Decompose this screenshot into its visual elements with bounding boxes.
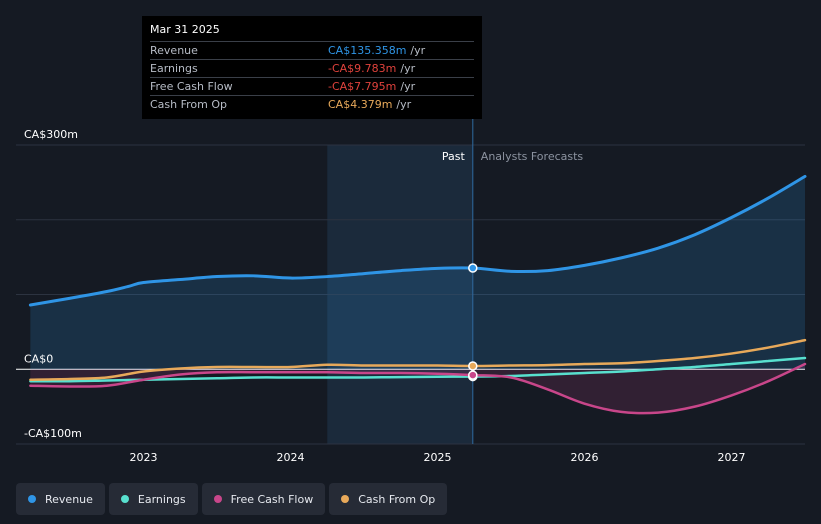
legend-dot-icon [28, 495, 36, 503]
tooltip-row-earnings: Earnings -CA$9.783m /yr [150, 59, 474, 77]
tooltip-unit: /yr [396, 98, 412, 111]
tooltip-label: Earnings [150, 62, 198, 75]
legend-item-revenue[interactable]: Revenue [16, 483, 105, 515]
y-tick-label: CA$300m [24, 128, 78, 141]
forecast-label: Analysts Forecasts [481, 150, 584, 163]
legend-label: Free Cash Flow [230, 492, 314, 506]
past-label: Past [442, 150, 466, 163]
marker-revenue [468, 263, 478, 273]
tooltip-unit: /yr [400, 62, 416, 75]
x-tick-label: 2024 [277, 451, 305, 464]
legend-label: Earnings [137, 492, 186, 506]
series-fill-free-cash-flow [30, 364, 806, 414]
y-tick-label: -CA$100m [24, 427, 82, 440]
series-line-cash-from-op [29, 338, 807, 381]
tooltip-date: Mar 31 2025 [150, 23, 220, 36]
legend-dot-icon [213, 495, 222, 503]
series-line-free-cash-flow [29, 362, 807, 415]
x-tick-label: 2025 [424, 451, 452, 464]
legend-item-free-cash-flow[interactable]: Free Cash Flow [201, 483, 326, 515]
tooltip-value: CA$135.358m [328, 44, 407, 57]
tooltip-row-cash-from-op: Cash From Op CA$4.379m /yr [150, 95, 474, 113]
legend-label: Cash From Op [358, 492, 436, 506]
legend: Revenue Earnings Free Cash Flow Cash Fro… [16, 483, 448, 515]
tooltip-value: CA$4.379m [328, 98, 393, 111]
tooltip-label: Cash From Op [150, 98, 228, 111]
tooltip-value: -CA$9.783m [328, 62, 397, 75]
legend-item-cash-from-op[interactable]: Cash From Op [329, 483, 448, 515]
x-tick-label: 2023 [130, 451, 158, 464]
series-fill-revenue [30, 176, 806, 370]
tooltip-unit: /yr [410, 44, 426, 57]
legend-dot-icon [341, 495, 350, 503]
x-tick-label: 2026 [571, 451, 599, 464]
tooltip-value: -CA$7.795m [328, 80, 397, 93]
tooltip: Mar 31 2025 Revenue CA$135.358m /yr Earn… [142, 16, 482, 119]
series-line-revenue [28, 174, 807, 307]
x-tick-label: 2027 [718, 451, 746, 464]
tooltip-label: Free Cash Flow [150, 80, 233, 93]
legend-label: Revenue [45, 492, 93, 506]
legend-dot-icon [120, 495, 129, 503]
tooltip-label: Revenue [150, 44, 198, 57]
tooltip-unit: /yr [400, 80, 416, 93]
legend-item-earnings[interactable]: Earnings [108, 483, 198, 515]
y-tick-label: CA$0 [24, 352, 53, 365]
marker-free-cash-flow [468, 370, 478, 380]
series-line-earnings [29, 356, 807, 383]
tooltip-row-free-cash-flow: Free Cash Flow -CA$7.795m /yr [150, 77, 474, 95]
marker-cash-from-op [468, 361, 478, 371]
tooltip-row-revenue: Revenue CA$135.358m /yr [150, 41, 474, 59]
